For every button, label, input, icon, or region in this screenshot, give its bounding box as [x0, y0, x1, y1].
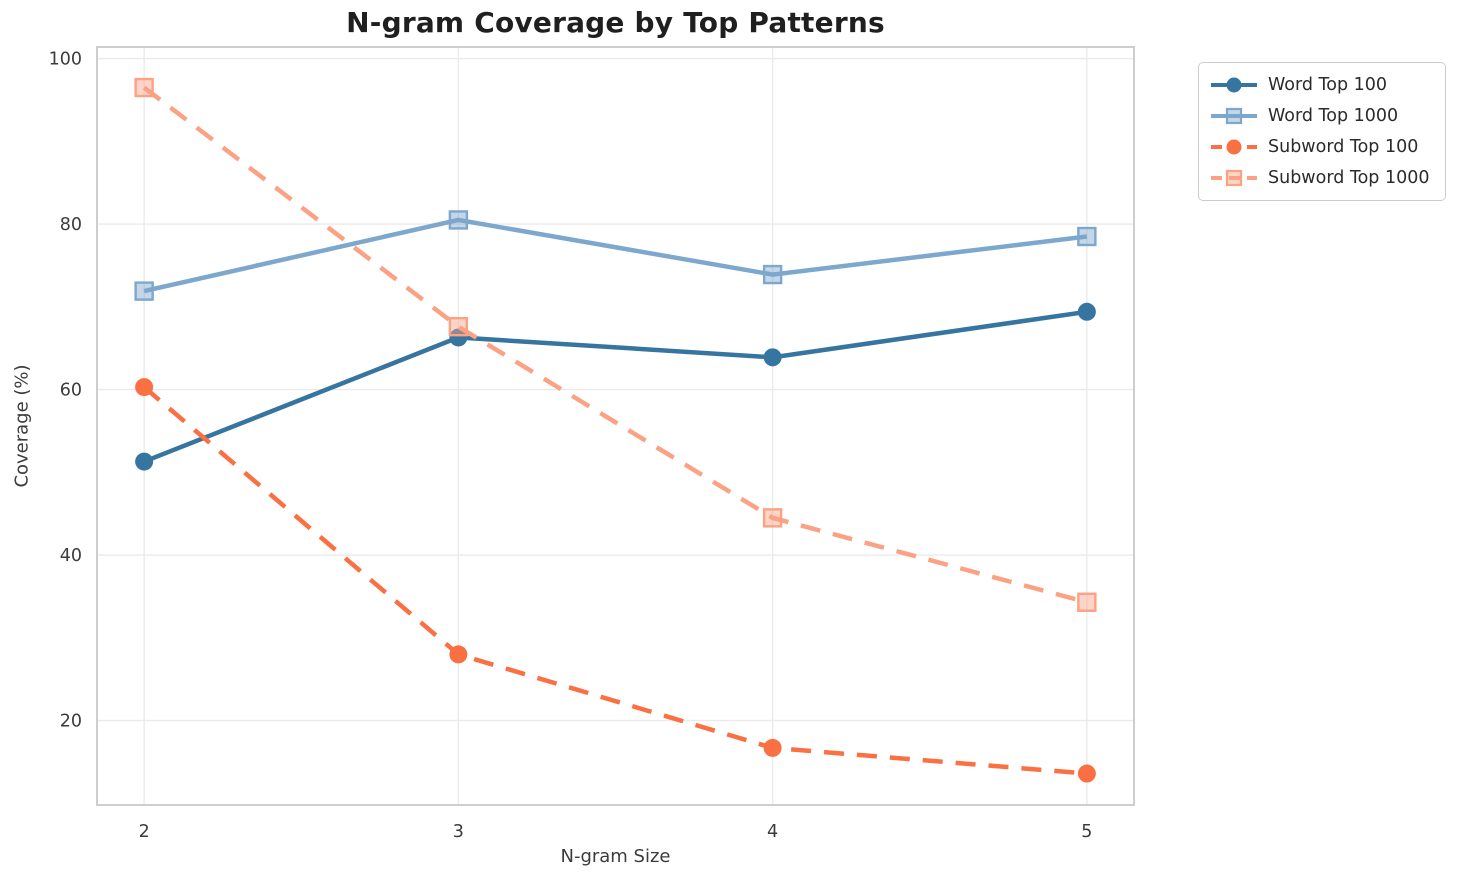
data-point-marker [135, 378, 154, 397]
legend-item: Word Top 1000 [1210, 103, 1430, 129]
x-tick-label: 2 [139, 822, 150, 842]
series-line-2 [142, 385, 1088, 776]
series-line-3 [142, 85, 1088, 605]
legend-item-label: Word Top 100 [1268, 75, 1388, 95]
legend-item-label: Word Top 1000 [1268, 106, 1399, 126]
data-point-marker [762, 508, 783, 528]
plot-border [96, 46, 1135, 806]
x-tick-label: 4 [767, 822, 778, 842]
y-tick-label: 100 [49, 50, 82, 70]
data-point-marker [1077, 302, 1096, 321]
legend-item-label: Subword Top 100 [1268, 137, 1419, 157]
series-line-0 [143, 309, 1088, 464]
data-point-marker [763, 738, 782, 757]
data-point-marker [135, 452, 154, 471]
data-point-marker [763, 348, 782, 367]
series-line-1 [143, 217, 1088, 294]
solid-circle-legend-swatch [1211, 77, 1257, 93]
x-tick-label: 5 [1081, 822, 1092, 842]
legend-item-label: Subword Top 1000 [1268, 168, 1430, 188]
data-point-marker [448, 210, 469, 230]
legend-item: Subword Top 1000 [1210, 165, 1430, 191]
data-point-marker [1077, 764, 1096, 783]
legend-item: Subword Top 100 [1210, 134, 1430, 160]
x-axis-label: N-gram Size [560, 846, 671, 867]
x-tick-label: 3 [453, 822, 464, 842]
y-tick-label: 40 [60, 546, 82, 566]
chart-title: N-gram Coverage by Top Patterns [346, 6, 885, 39]
data-point-marker [448, 316, 469, 337]
data-point-marker [1077, 226, 1097, 247]
dashed-circle-legend-swatch [1211, 139, 1257, 155]
y-tick-label: 80 [60, 215, 82, 235]
data-point-marker [449, 645, 468, 664]
legend: Word Top 100 Word Top 1000 Subword Top 100… [1198, 62, 1446, 201]
y-axis-label: Coverage (%) [11, 364, 33, 488]
dashed-square-legend-swatch [1211, 169, 1257, 187]
data-point-marker [134, 77, 154, 98]
legend-item: Word Top 100 [1210, 72, 1430, 98]
data-point-marker [1077, 592, 1097, 612]
solid-square-legend-swatch [1211, 107, 1257, 125]
data-point-marker [134, 281, 154, 301]
y-tick-label: 60 [60, 381, 82, 401]
data-point-marker [449, 328, 468, 347]
y-tick-label: 20 [60, 712, 82, 732]
data-point-marker [762, 264, 783, 285]
